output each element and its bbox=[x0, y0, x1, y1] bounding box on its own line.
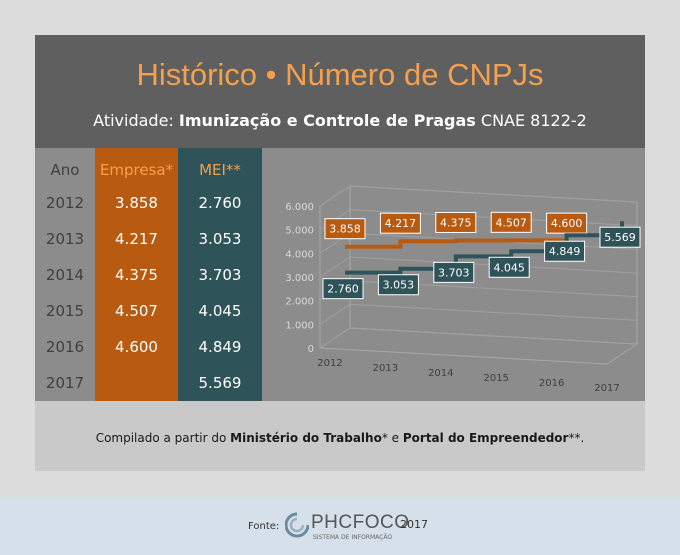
data-label-box bbox=[322, 278, 364, 300]
data-label: 4.507 bbox=[495, 216, 526, 229]
data-label: 4.217 bbox=[385, 217, 417, 230]
infographic-card: Histórico • Número de CNPJs Atividade: I… bbox=[35, 35, 645, 471]
mei-cell: 2.760 bbox=[198, 194, 242, 212]
page-title: Histórico • Número de CNPJs bbox=[136, 57, 544, 92]
logo-text: PHCFOCO bbox=[311, 512, 410, 533]
data-label: 4.849 bbox=[549, 245, 581, 258]
footnote: Compilado a partir do Ministério do Trab… bbox=[35, 431, 645, 445]
empresa-cell: 4.375 bbox=[115, 266, 158, 284]
footer: Compilado a partir do Ministério do Trab… bbox=[35, 401, 645, 471]
y-tick-label: 2.000 bbox=[285, 297, 314, 308]
header-empresa: Empresa* bbox=[99, 161, 174, 179]
footnote-source2: Portal do Empreendedor bbox=[402, 431, 569, 445]
gridline bbox=[319, 256, 351, 278]
footnote-prefix: Compilado a partir do bbox=[95, 431, 227, 445]
gridline bbox=[349, 327, 638, 345]
data-label-box bbox=[488, 256, 530, 278]
mei-cell: 4.849 bbox=[198, 338, 242, 356]
subtitle-activity: Imunização e Controle de Pragas bbox=[178, 111, 476, 130]
data-label: 4.045 bbox=[493, 261, 524, 274]
data-label-box bbox=[379, 212, 421, 234]
data-label-box bbox=[324, 218, 366, 240]
data-label-box bbox=[377, 274, 419, 296]
column-mei: MEI** 2.760 3.053 3.703 4.045 4.849 5.56… bbox=[178, 148, 262, 401]
y-tick-label: 1.000 bbox=[285, 320, 314, 331]
mei-cell: 3.703 bbox=[198, 266, 242, 284]
y-tick-label: 3.000 bbox=[285, 273, 314, 284]
footnote-mid: * e bbox=[381, 431, 400, 445]
year-cell: 2014 bbox=[45, 266, 85, 284]
empresa-cell: 4.507 bbox=[115, 302, 158, 320]
series-line bbox=[345, 221, 624, 275]
year-cell: 2016 bbox=[45, 338, 85, 356]
mei-cell: 3.053 bbox=[198, 230, 242, 248]
header-mei: MEI** bbox=[199, 161, 241, 179]
y-tick-label: 0 bbox=[308, 344, 314, 355]
phcfoco-logo: PHCFOCO SISTEMA DE INFORMAÇÃO 2017 bbox=[285, 510, 428, 544]
source-year: 2017 bbox=[400, 518, 428, 531]
empresa-cell: 4.600 bbox=[115, 338, 158, 356]
line-chart: 6.000 5.000 4.000 3.000 2.000 1.000 0 2012 2013 2… bbox=[262, 148, 645, 401]
header-ano: Ano bbox=[50, 161, 80, 179]
data-label: 3.703 bbox=[438, 266, 470, 279]
year-cell: 2013 bbox=[45, 230, 85, 248]
mei-cell: 4.045 bbox=[198, 302, 242, 320]
logo-icon bbox=[285, 512, 309, 538]
logo-subtitle: SISTEMA DE INFORMAÇÃO bbox=[313, 534, 393, 541]
subtitle-prefix: Atividade: bbox=[93, 111, 174, 130]
y-tick-label: 4.000 bbox=[285, 249, 314, 260]
footnote-source1: Ministério do Trabalho bbox=[230, 431, 382, 445]
x-tick-label: 2014 bbox=[428, 368, 453, 379]
data-section: Ano 2012 2013 2014 2015 2016 2017 Empres… bbox=[35, 148, 645, 401]
gridline bbox=[319, 185, 351, 207]
x-tick-label: 2013 bbox=[373, 363, 398, 374]
x-tick-label: 2012 bbox=[317, 358, 342, 369]
data-label-box bbox=[435, 211, 477, 233]
source-label: Fonte: bbox=[248, 521, 280, 532]
empresa-cell: 4.217 bbox=[115, 230, 158, 248]
gridline bbox=[319, 303, 351, 325]
x-tick-label: 2015 bbox=[483, 373, 508, 384]
header: Histórico • Número de CNPJs Atividade: I… bbox=[35, 35, 645, 148]
column-empresa: Empresa* 3.858 4.217 4.375 4.507 4.600 bbox=[95, 148, 178, 401]
gridline bbox=[349, 185, 638, 203]
source-bar: Fonte: PHCFOCO SISTEMA DE INFORMAÇÃO 201… bbox=[0, 497, 680, 555]
data-label-box bbox=[599, 226, 641, 248]
year-cell: 2017 bbox=[45, 374, 85, 392]
data-label-box bbox=[433, 261, 475, 283]
data-label: 3.053 bbox=[383, 279, 415, 292]
gridline bbox=[319, 327, 351, 349]
empresa-cell: 3.858 bbox=[115, 194, 158, 212]
x-tick-label: 2016 bbox=[539, 378, 564, 389]
series-line bbox=[345, 238, 569, 249]
data-label: 2.760 bbox=[327, 283, 359, 296]
year-cell: 2012 bbox=[45, 194, 85, 212]
subtitle: Atividade: Imunização e Controle de Prag… bbox=[35, 111, 645, 130]
y-tick-label: 5.000 bbox=[285, 226, 314, 237]
data-label: 5.569 bbox=[604, 231, 636, 244]
data-label-box bbox=[490, 211, 532, 233]
chart-floor bbox=[318, 327, 639, 365]
x-tick-label: 2017 bbox=[594, 383, 619, 394]
data-label: 4.600 bbox=[551, 217, 583, 230]
data-label: 3.858 bbox=[329, 223, 361, 236]
year-cell: 2015 bbox=[45, 302, 85, 320]
data-label-box bbox=[544, 240, 586, 262]
column-ano: Ano 2012 2013 2014 2015 2016 2017 bbox=[35, 148, 95, 401]
footnote-suffix: **. bbox=[568, 431, 585, 445]
mei-cell: 5.569 bbox=[198, 374, 242, 392]
data-label-box bbox=[546, 212, 588, 234]
subtitle-cnae: CNAE 8122-2 bbox=[480, 111, 587, 130]
gridline bbox=[349, 303, 638, 321]
y-tick-label: 6.000 bbox=[285, 202, 314, 213]
data-label: 4.375 bbox=[440, 216, 472, 229]
